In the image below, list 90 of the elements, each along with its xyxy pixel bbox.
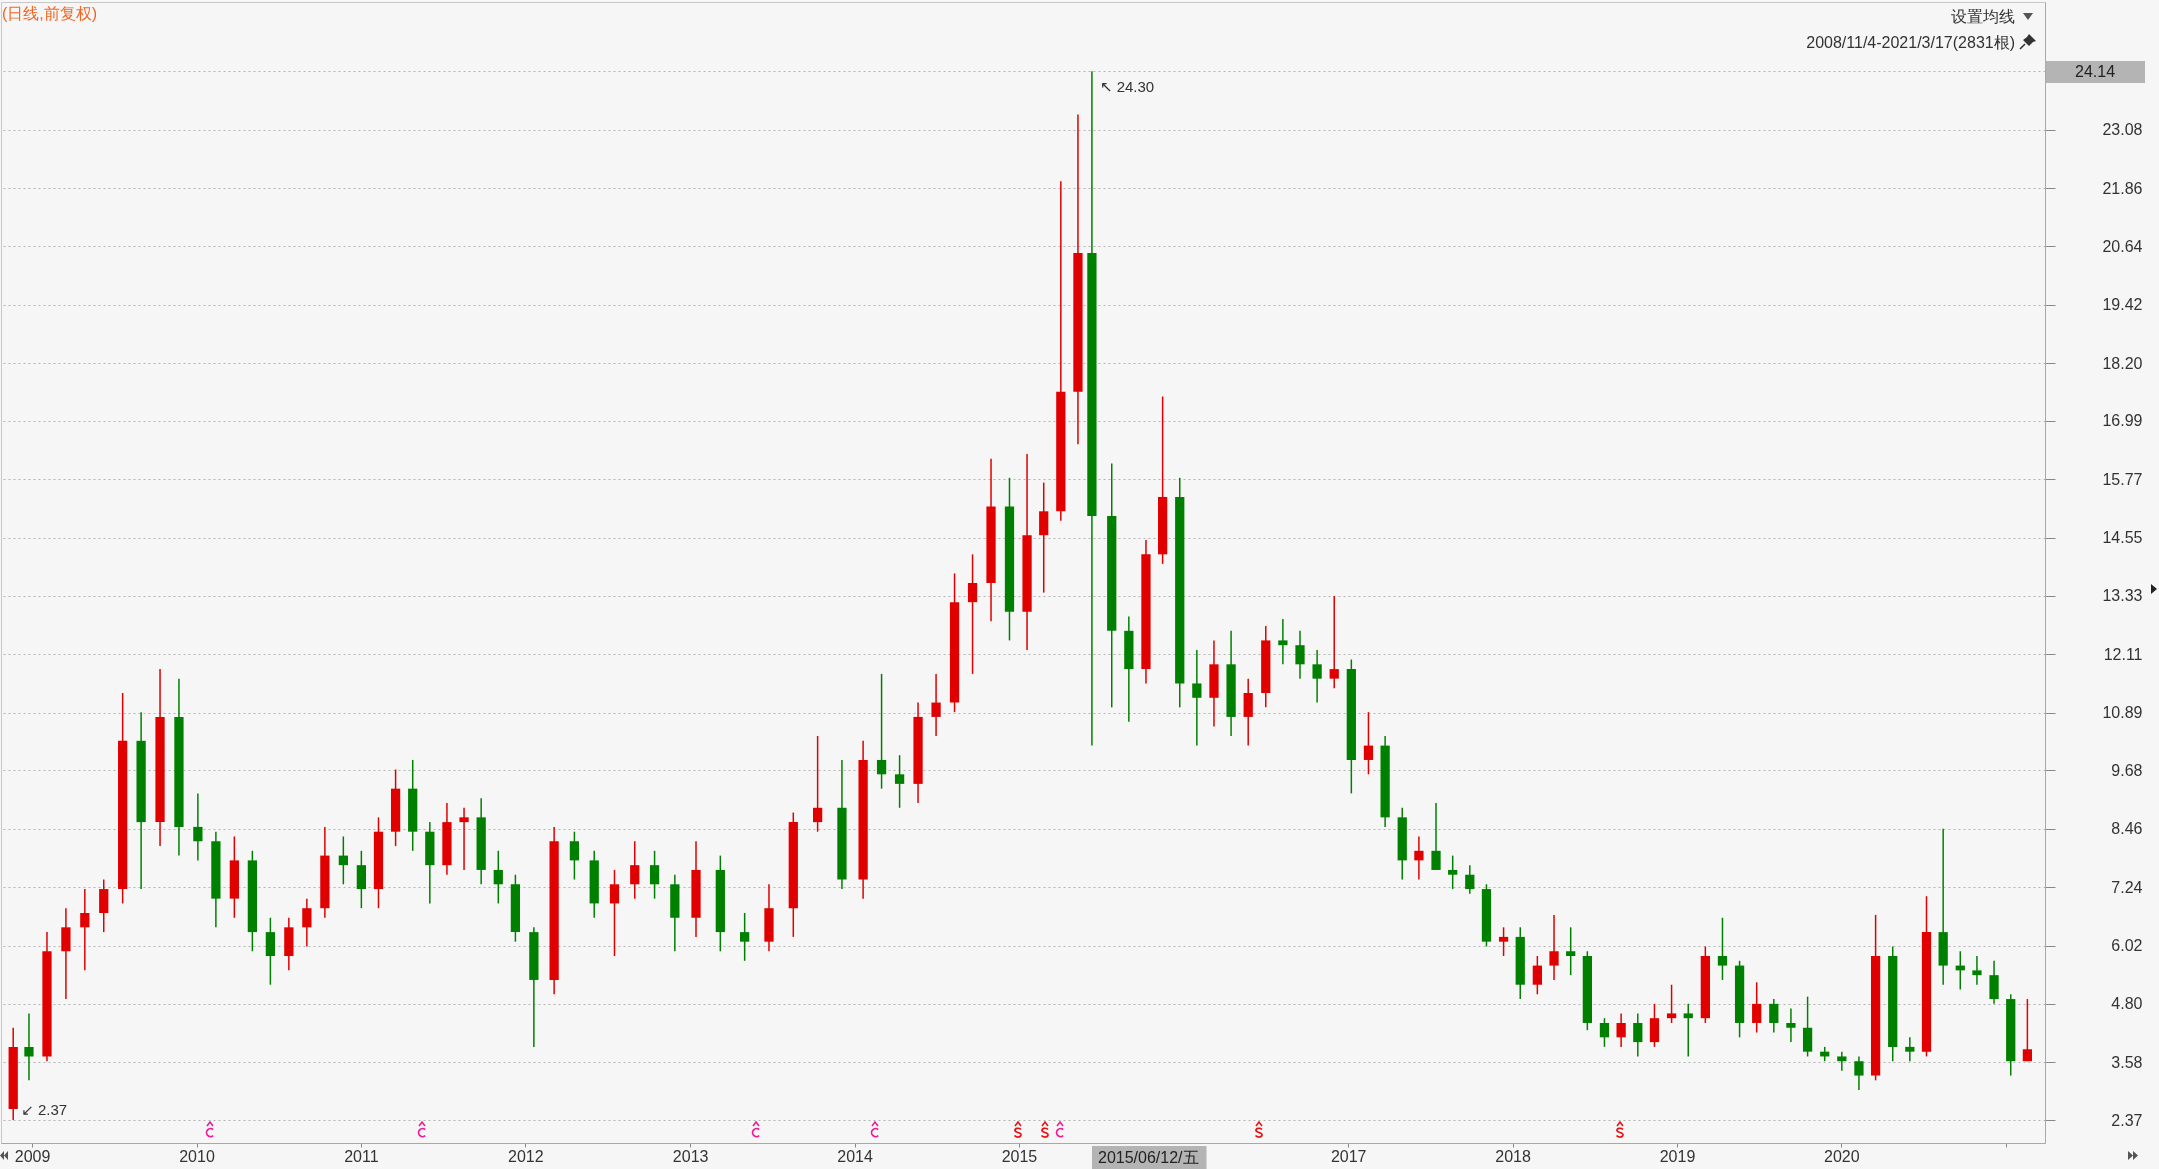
candlestick (1243, 677, 1253, 747)
candlestick (1633, 1012, 1643, 1058)
y-tick-label: 7.24 (2111, 878, 2143, 896)
y-tick-label: 13.33 (2102, 587, 2143, 605)
candlestick (1683, 1003, 1693, 1058)
y-tick-label: 14.55 (2102, 529, 2143, 547)
x-tick-label: 2013 (672, 1147, 709, 1165)
candlestick (876, 673, 887, 790)
candlestick (1192, 649, 1202, 747)
candlestick (1972, 955, 1982, 986)
x-tick-label: 2020 (1824, 1147, 1860, 1165)
candlestick (265, 917, 276, 986)
y-tick-label: 3.58 (2111, 1053, 2143, 1071)
x-tick-label: 2018 (1495, 1147, 1531, 1165)
candlestick (1431, 802, 1441, 871)
candlestick (1599, 1017, 1610, 1048)
candlestick (1616, 1012, 1626, 1048)
text: 2015/06/12/五 (1098, 1148, 1199, 1166)
candlestick (1769, 998, 1779, 1034)
candlestick (649, 850, 660, 900)
candlestick (1448, 854, 1458, 890)
candlestick (1566, 926, 1576, 976)
candlestick (1649, 1003, 1660, 1048)
candlestick (1549, 914, 1559, 981)
candlestick (1532, 955, 1542, 996)
x-tick-label: 2011 (344, 1147, 379, 1165)
candlestick (569, 830, 580, 881)
text: 24.14 (2074, 63, 2116, 80)
candlestick (1498, 926, 1509, 957)
candlestick (1802, 995, 1813, 1058)
candlestick (1312, 649, 1322, 704)
candlestick (1905, 1036, 1915, 1062)
y-tick-label: 20.64 (2102, 237, 2143, 255)
x-tick-label: 2009 (14, 1147, 51, 1165)
candlestick (967, 553, 978, 675)
candlestick (1039, 481, 1049, 594)
x-tick-label: 2010 (179, 1147, 215, 1165)
candlestick (894, 754, 905, 809)
candlestick (338, 835, 348, 886)
y-tick-label: 21.86 (2102, 179, 2143, 197)
candlestick (1329, 595, 1339, 689)
candlestick (493, 850, 503, 905)
x-tick-label: 2012 (508, 1147, 544, 1165)
candlestick (99, 878, 109, 933)
y-tick-label: 2.37 (2111, 1111, 2143, 1129)
candlestick (1752, 981, 1762, 1034)
candlestick (630, 840, 640, 900)
y-tick-label: 8.46 (2111, 820, 2143, 838)
candlestick (740, 912, 750, 962)
candlestick (302, 897, 312, 948)
y-tick-label: 18.20 (2102, 354, 2143, 372)
candlestick (61, 907, 71, 1000)
candlestick (931, 673, 941, 737)
candlestick (812, 735, 823, 833)
candlestick (1666, 983, 1677, 1024)
candlestick (1717, 917, 1728, 981)
candlestick (1989, 960, 1999, 1005)
candlestick (1363, 711, 1374, 776)
y-tick-label: 10.89 (2102, 704, 2143, 722)
candlestick (24, 1012, 34, 1082)
candlestick (1278, 618, 1288, 666)
y-tick-label: 12.11 (2103, 645, 2143, 663)
candlestick (80, 888, 90, 972)
y-tick-label: 15.77 (2102, 470, 2143, 488)
annotation: 设置均线 (1951, 8, 2015, 25)
candlestick (1854, 1055, 1864, 1091)
candlestick (356, 850, 366, 909)
candlestick (609, 869, 620, 957)
y-tick-label: 4.80 (2111, 995, 2143, 1013)
candlestick (1295, 630, 1305, 680)
x-tick-label: 2019 (1659, 1147, 1696, 1165)
annotation: ↙ 2.37 (21, 1101, 68, 1119)
candlestick (1837, 1050, 1847, 1072)
candlestick (1414, 835, 1424, 881)
annotation: 2008/11/4-2021/3/17(2831根) (1806, 34, 2015, 51)
candlestick (459, 807, 469, 871)
y-tick-label: 6.02 (2111, 937, 2143, 954)
x-tick-label: 2017 (1330, 1147, 1367, 1165)
annotation: ↖ 24.30 (1099, 78, 1155, 96)
y-tick-label: 9.68 (2111, 761, 2143, 779)
candlestick (1786, 1007, 1796, 1043)
chart-title: (日线,前复权) (2, 5, 98, 22)
x-tick-label: 2015 (1001, 1147, 1038, 1165)
candlestick (2022, 998, 2033, 1062)
x-tick-label: 2014 (837, 1147, 873, 1165)
y-tick-label: 23.08 (2102, 121, 2143, 139)
candlestick (193, 792, 203, 862)
y-tick-label: 19.42 (2102, 296, 2143, 314)
candlestick (1465, 864, 1475, 895)
y-tick-label: 16.99 (2102, 412, 2143, 430)
